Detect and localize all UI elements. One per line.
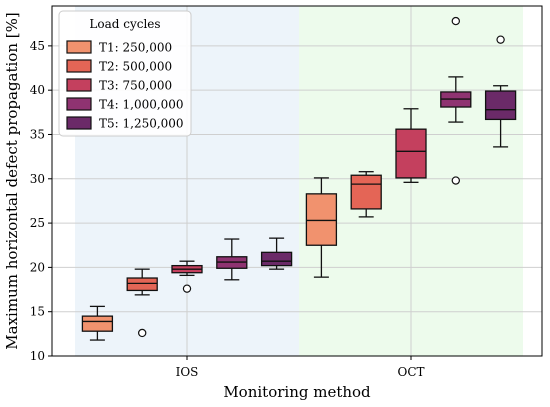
x-tick-label: OCT xyxy=(397,365,424,379)
box-5-oct xyxy=(484,35,517,148)
box-4-oct xyxy=(440,16,472,185)
y-axis-ticks: 10 15 20 25 30 35 40 45 xyxy=(30,39,52,363)
plot-frame xyxy=(51,5,543,357)
legend: Load cycles T1: 250,000 T2: 500,000 T3: 750… xyxy=(58,10,192,137)
outlier-point xyxy=(182,284,192,293)
outlier-point xyxy=(451,176,460,185)
box-3-oct xyxy=(395,108,427,183)
box-series xyxy=(81,16,517,341)
box-4-ios xyxy=(216,238,248,281)
outlier-point xyxy=(496,35,505,44)
y-tick-label: 10 xyxy=(30,349,45,363)
box-body xyxy=(395,128,427,179)
box-body xyxy=(350,174,382,210)
box-2-oct xyxy=(350,171,382,218)
legend-title: Load cycles xyxy=(89,17,160,31)
y-tick-label: 40 xyxy=(30,83,45,97)
y-tick-label: 20 xyxy=(30,260,45,274)
box-body xyxy=(260,251,293,267)
legend-swatch-2 xyxy=(66,59,92,73)
box-3-ios xyxy=(171,260,203,293)
legend-box xyxy=(58,10,192,137)
x-axis-label: Monitoring method xyxy=(223,383,371,401)
y-tick-label: 35 xyxy=(30,127,45,141)
legend-swatch-5 xyxy=(66,116,92,130)
box-body xyxy=(484,90,517,121)
box-2-ios xyxy=(126,268,158,338)
x-tick-label: IOS xyxy=(176,365,199,379)
y-tick-label: 30 xyxy=(30,172,45,186)
legend-swatch-4 xyxy=(66,97,92,111)
box-1-ios xyxy=(81,305,114,341)
legend-label-5: T5: 1,250,000 xyxy=(99,117,184,131)
legend-label-2: T2: 500,000 xyxy=(99,60,172,74)
legend-swatch-1 xyxy=(66,40,92,54)
y-tick-label: 15 xyxy=(30,305,45,319)
legend-label-1: T1: 250,000 xyxy=(99,41,172,55)
legend-label-4: T4: 1,000,000 xyxy=(99,98,184,112)
x-axis-ticks: IOS OCT xyxy=(176,356,425,379)
y-axis-label: Maximum horizontal defect propagation [%… xyxy=(3,12,21,349)
legend-label-3: T3: 750,000 xyxy=(99,79,172,93)
legend-swatch-3 xyxy=(66,78,92,92)
box-body xyxy=(305,193,338,246)
outlier-point xyxy=(137,328,147,338)
outlier-point xyxy=(451,16,460,26)
y-tick-label: 45 xyxy=(30,39,45,53)
box-body xyxy=(81,315,114,332)
box-body xyxy=(126,277,158,292)
y-tick-label: 25 xyxy=(30,216,45,230)
box-5-ios xyxy=(260,237,293,270)
box-1-oct xyxy=(305,177,338,278)
